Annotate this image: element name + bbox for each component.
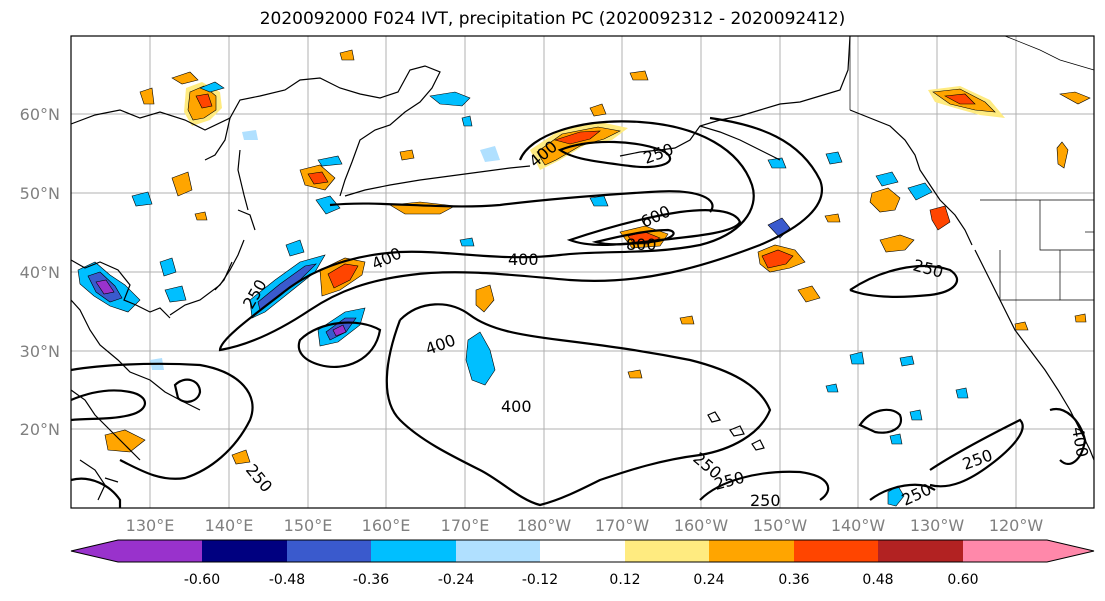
longitude-labels: 130°E 140°E 150°E 160°E 170°E 180°W 170°… [126,516,1044,535]
lon-label: 160°W [674,516,729,535]
precipitation-patches [77,49,1091,507]
lon-label: 130°E [126,516,175,535]
lon-label: 130°W [910,516,965,535]
map-title: 2020092000 F024 IVT, precipitation PC (2… [259,9,846,29]
colorbar-swatch [540,540,626,562]
colorbar-swatch [118,540,203,562]
colorbar-tick-label: -0.12 [522,572,558,588]
colorbar-tick-label: -0.36 [353,572,389,588]
contour-label: 400 [501,397,532,416]
lon-label: 120°W [989,516,1044,535]
colorbar-swatch [371,540,457,562]
map-frame [70,35,1095,509]
latitude-labels: 60°N 50°N 40°N 30°N 20°N [20,105,60,439]
lon-label: 170°W [595,516,650,535]
colorbar-swatch [287,540,372,562]
colorbar-swatches [71,540,1094,562]
lon-label: 150°W [753,516,808,535]
lat-label: 50°N [20,184,60,203]
colorbar-swatch [625,540,710,562]
lat-label: 20°N [20,420,60,439]
lat-label: 30°N [20,342,60,361]
colorbar-tick-label: 0.12 [609,572,640,588]
lon-label: 140°W [831,516,886,535]
colorbar: -0.60 -0.48 -0.36 -0.24 -0.12 0.12 0.24 … [70,539,1095,588]
colorbar-extend-max [1047,540,1094,562]
lon-label: 160°E [362,516,411,535]
lat-label: 60°N [20,105,60,124]
colorbar-tick-label: 0.60 [947,572,978,588]
lat-label: 40°N [20,263,60,282]
colorbar-ticks: -0.60 -0.48 -0.36 -0.24 -0.12 0.12 0.24 … [184,572,979,588]
colorbar-tick-label: 0.24 [693,572,724,588]
contour-label: 800 [626,235,657,254]
colorbar-swatch [878,540,964,562]
colorbar-swatch [963,540,1048,562]
political-borders [849,35,1095,301]
colorbar-outline [70,539,1095,563]
colorbar-tick-label: -0.60 [184,572,220,588]
lon-label: 150°E [284,516,333,535]
contour-label: 400 [508,250,539,269]
colorbar-swatch [794,540,879,562]
ivt-contours [70,116,1087,508]
lon-label: 170°E [441,516,490,535]
lon-label: 140°E [205,516,254,535]
colorbar-tick-label: -0.24 [438,572,474,588]
contour-label: 250 [750,491,781,510]
coastlines [70,35,1095,501]
lon-label: 180°W [517,516,572,535]
colorbar-swatch [709,540,795,562]
colorbar-tick-label: -0.48 [269,572,305,588]
colorbar-tick-label: 0.48 [862,572,893,588]
colorbar-swatch [456,540,541,562]
colorbar-extend-min [71,540,118,562]
colorbar-tick-label: 0.36 [778,572,809,588]
colorbar-swatch [202,540,288,562]
